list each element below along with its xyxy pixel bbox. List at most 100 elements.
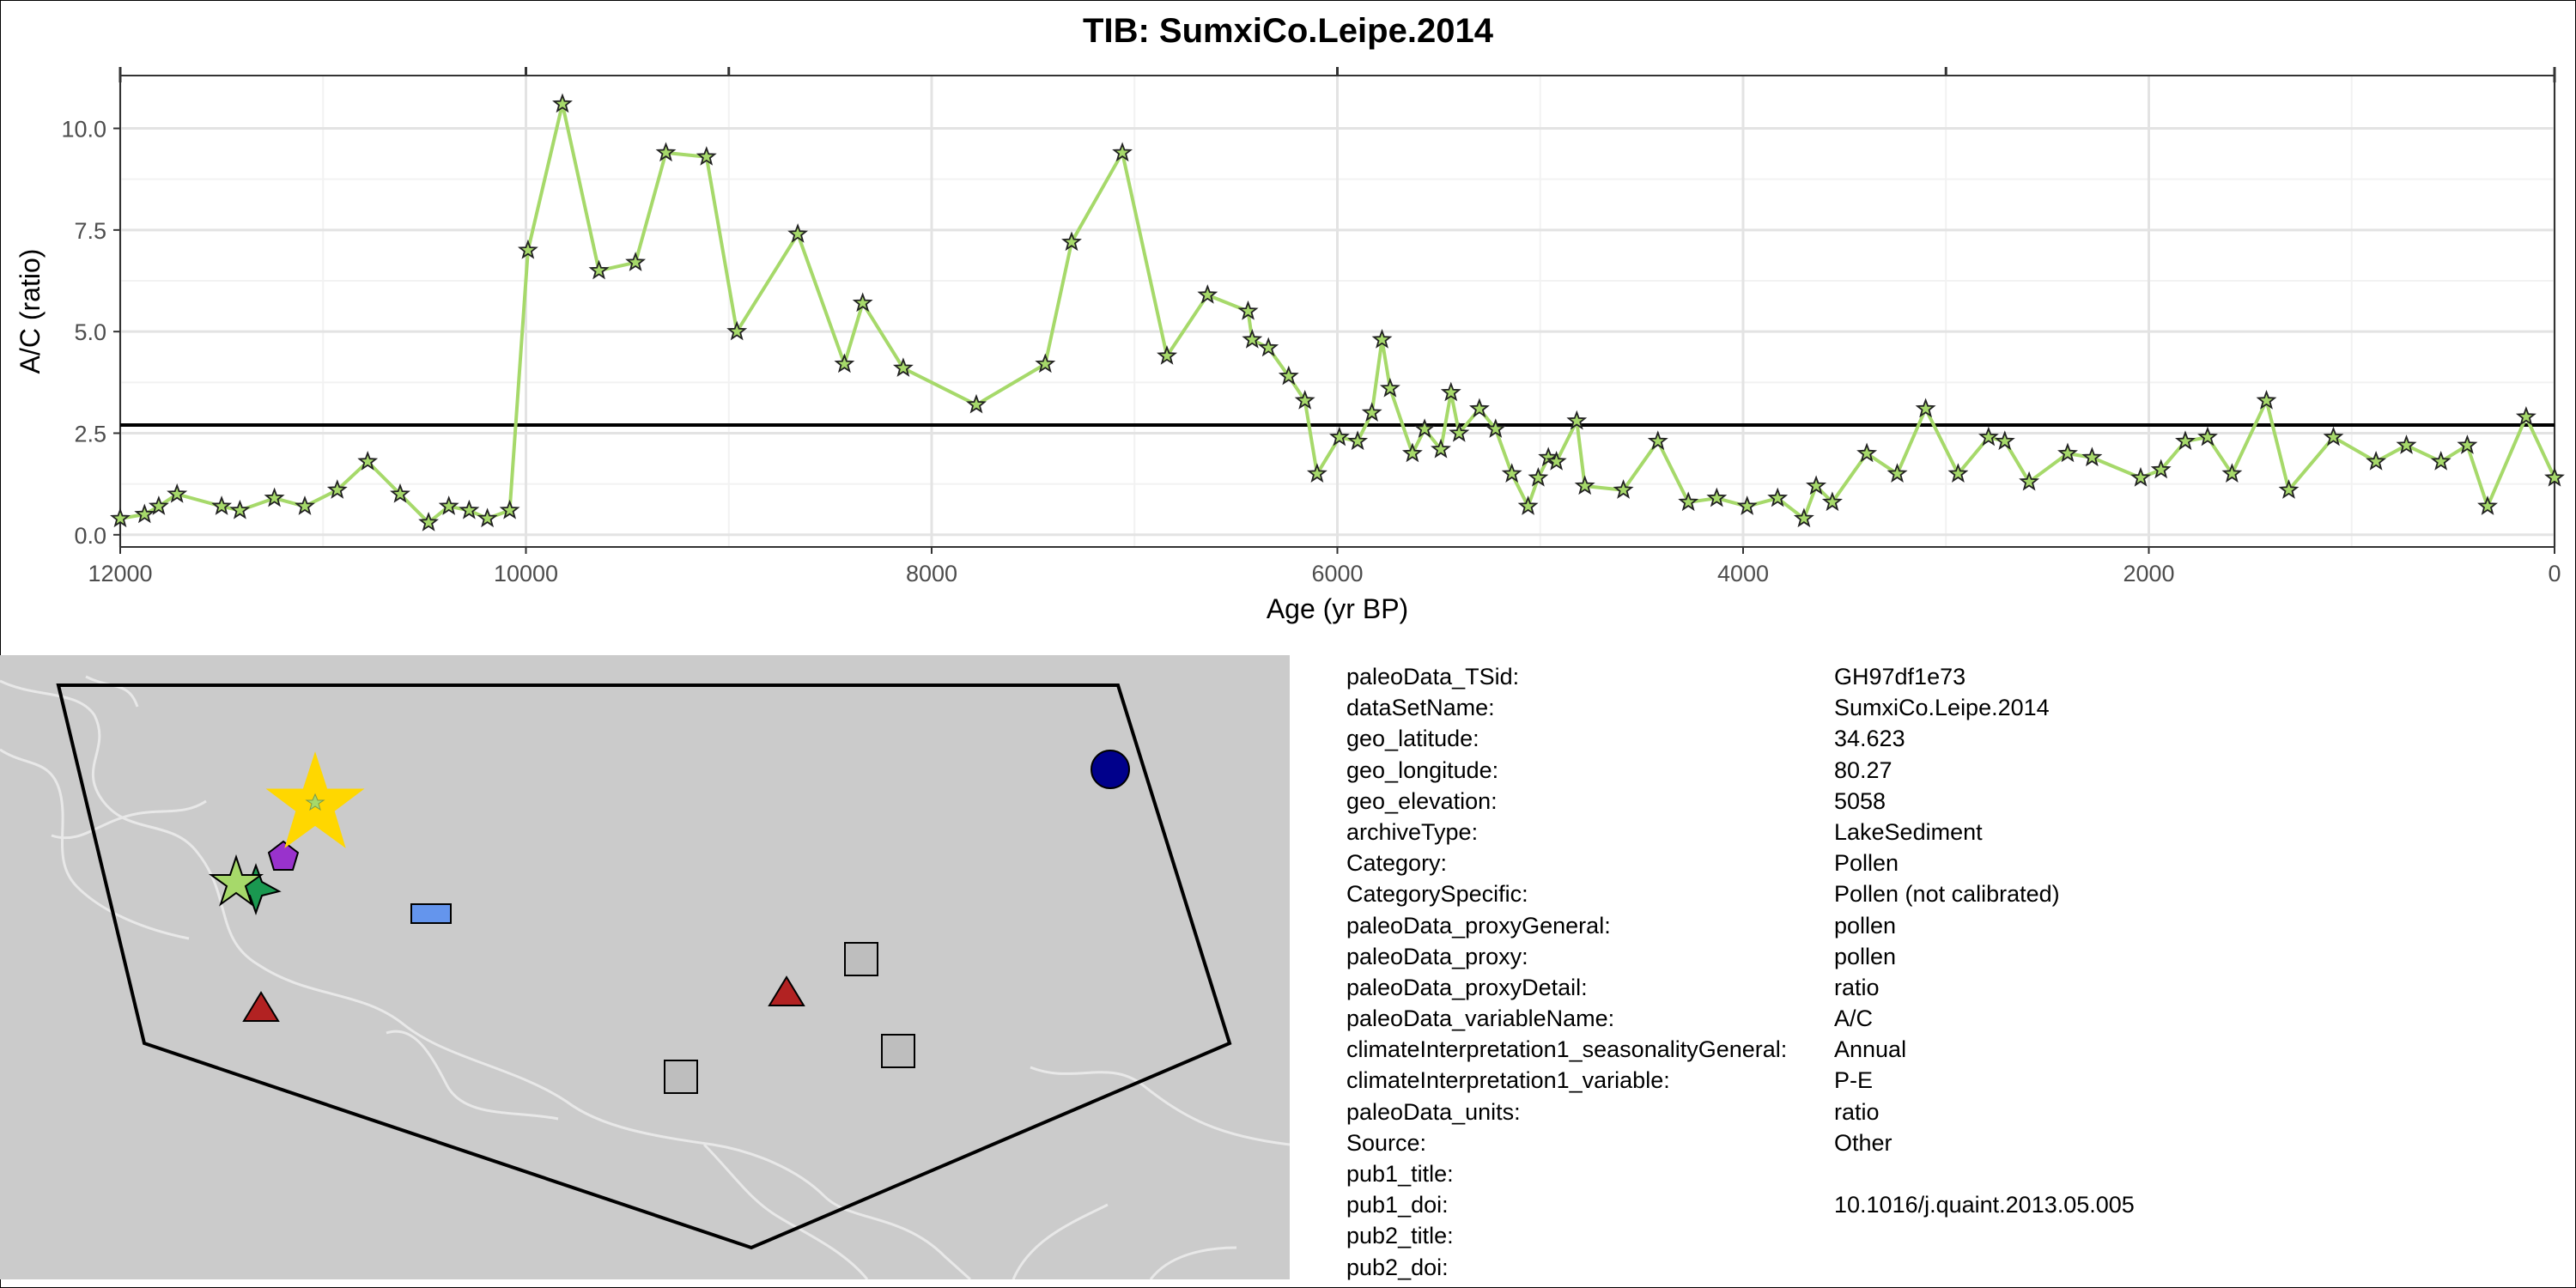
metadata-key: geo_latitude: xyxy=(1346,726,1479,752)
data-point xyxy=(1994,430,2015,451)
data-point xyxy=(2430,451,2451,471)
star-marker-green xyxy=(208,854,264,907)
data-point xyxy=(1736,495,1758,515)
metadata-key: geo_longitude: xyxy=(1346,756,1499,783)
data-point xyxy=(2323,426,2344,447)
data-point xyxy=(1538,447,1559,467)
metadata-value: LakeSediment xyxy=(1834,818,1983,845)
data-point xyxy=(655,142,677,162)
data-point xyxy=(1647,430,1668,451)
triangle-marker xyxy=(768,975,805,1006)
data-point xyxy=(2130,466,2152,487)
data-point xyxy=(1035,353,1056,374)
data-point xyxy=(1061,231,1082,252)
triangle-marker xyxy=(242,991,280,1022)
data-point xyxy=(1678,491,1699,512)
data-point xyxy=(2256,390,2277,410)
metadata-key: paleoData_proxyGeneral: xyxy=(1346,912,1611,939)
x-tick-label: 2000 xyxy=(2123,561,2174,586)
metadata-key: paleoData_proxy: xyxy=(1346,943,1528,969)
data-point xyxy=(625,252,647,271)
metadata-key: archiveType: xyxy=(1346,818,1479,845)
y-axis-title: A/C (ratio) xyxy=(15,249,46,374)
x-tick-label: 6000 xyxy=(1311,561,1363,586)
metadata-value: ratio xyxy=(1834,974,1880,1000)
data-point xyxy=(1157,345,1178,365)
y-tick-label: 5.0 xyxy=(74,319,106,345)
data-point xyxy=(2081,447,2103,467)
data-point xyxy=(2515,406,2537,426)
metadata-value: SumxiCo.Leipe.2014 xyxy=(1834,695,2050,721)
metadata-value: Other xyxy=(1834,1129,1893,1156)
data-point xyxy=(1821,491,1843,512)
data-point xyxy=(892,357,914,377)
site-map xyxy=(0,655,1290,1279)
data-point xyxy=(326,479,348,499)
data-point xyxy=(1328,426,1350,447)
x-axis-title: Age (yr BP) xyxy=(1267,593,1408,624)
data-point xyxy=(1379,377,1400,398)
x-tick-label: 0 xyxy=(2548,561,2561,586)
metadata-key: CategorySpecific: xyxy=(1346,881,1528,908)
metadata-value: Pollen (not calibrated) xyxy=(1834,881,2060,908)
data-point xyxy=(1947,463,1969,483)
data-point xyxy=(1237,300,1259,320)
data-point xyxy=(2366,451,2387,471)
data-point xyxy=(1242,329,1263,349)
data-point xyxy=(1613,479,1634,499)
data-point xyxy=(834,353,855,374)
metadata-value: pollen xyxy=(1834,943,1897,969)
metadata-key: Category: xyxy=(1346,850,1448,877)
axes xyxy=(113,67,2556,554)
metadata-key: pub2_doi: xyxy=(1346,1254,1449,1280)
metadata-value: 10.1016/j.quaint.2013.05.005 xyxy=(1834,1192,2135,1218)
data-point xyxy=(2396,434,2417,454)
data-point xyxy=(2221,463,2243,483)
rectangle-marker xyxy=(410,903,452,924)
data-point xyxy=(1197,284,1218,304)
data-point xyxy=(1501,463,1522,483)
data-point xyxy=(459,499,480,519)
data-point xyxy=(1485,418,1506,438)
data-point xyxy=(966,393,987,414)
metadata-key: pub1_doi: xyxy=(1346,1192,1449,1218)
data-point xyxy=(2477,495,2498,515)
data-point xyxy=(2175,430,2196,451)
data-point xyxy=(1449,422,1470,442)
data-point xyxy=(1440,381,1461,402)
metadata-key: geo_elevation: xyxy=(1346,787,1498,814)
y-tick-label: 7.5 xyxy=(74,218,106,244)
region-polygon xyxy=(56,683,1232,1250)
square-marker xyxy=(664,1060,698,1094)
data-point xyxy=(1361,402,1382,422)
chart-title: TIB: SumxiCo.Leipe.2014 xyxy=(1083,12,1493,50)
data-point xyxy=(1258,337,1279,357)
x-tick-label: 10000 xyxy=(494,561,558,586)
data-point xyxy=(1767,487,1789,507)
data-point xyxy=(390,483,410,503)
metadata-key: pub1_title: xyxy=(1346,1161,1454,1187)
data-point xyxy=(2278,479,2300,499)
data-point xyxy=(2197,426,2218,447)
data-point xyxy=(477,507,498,528)
data-point xyxy=(552,93,573,113)
data-point xyxy=(1706,487,1728,507)
line-chart: 12000 10000 8000 6000 4000 2000 0 0.0 2.5 5.0 7.5 1… xyxy=(15,67,2565,624)
data-point xyxy=(787,223,809,243)
metadata-value: P-E xyxy=(1834,1067,1874,1094)
data-point xyxy=(1566,410,1588,430)
data-point xyxy=(1401,442,1423,463)
y-tick-label: 0.0 xyxy=(74,523,106,549)
data-point xyxy=(1112,142,1133,162)
axis-labels: 12000 10000 8000 6000 4000 2000 0 0.0 2.5 5.0 7.5 1… xyxy=(15,117,2561,624)
data-point xyxy=(1574,475,1595,495)
star-marker-small xyxy=(305,793,325,811)
data-point xyxy=(1294,390,1315,410)
metadata-value: ratio xyxy=(1834,1098,1880,1125)
data-point xyxy=(229,499,251,519)
data-point xyxy=(2057,442,2078,463)
circle-marker xyxy=(1091,750,1130,789)
metadata-key: Source: xyxy=(1346,1129,1427,1156)
data-point xyxy=(167,483,188,503)
data-point xyxy=(696,146,717,166)
